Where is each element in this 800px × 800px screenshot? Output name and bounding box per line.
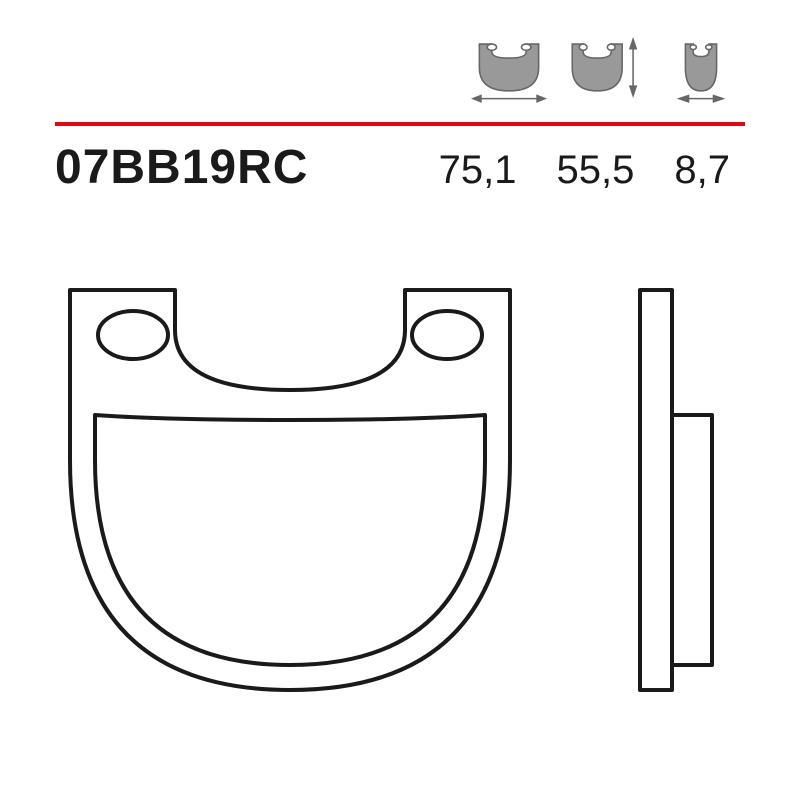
dim-thickness: 8,7 [674, 148, 730, 193]
front-view [70, 290, 510, 690]
dim-height: 55,5 [557, 148, 635, 193]
part-number: 07BB19RC [55, 140, 308, 195]
height-icon [566, 30, 644, 108]
technical-drawing [0, 260, 800, 740]
labels-row: 07BB19RC 75,1 55,5 8,7 [0, 140, 800, 195]
side-view [640, 290, 712, 690]
divider-red-line [55, 122, 745, 126]
dim-width: 75,1 [439, 148, 517, 193]
width-icon [470, 30, 548, 108]
dims-group: 75,1 55,5 8,7 [439, 148, 730, 193]
thickness-icon [662, 30, 740, 108]
header-icons [0, 30, 800, 108]
